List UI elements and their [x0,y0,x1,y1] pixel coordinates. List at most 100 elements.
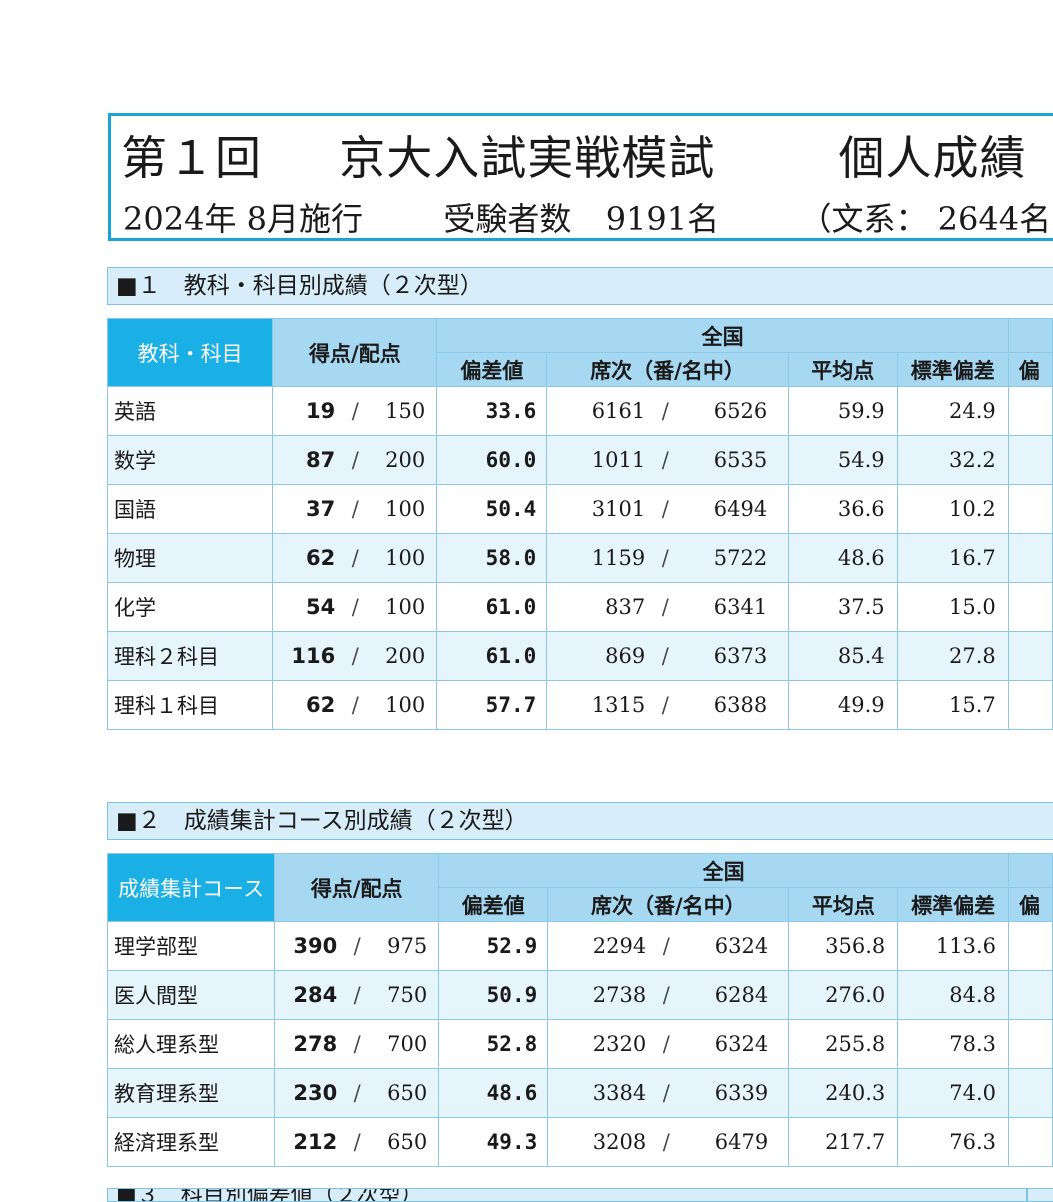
table-row: 国語 37 / 100 50.4 3101 / 6494 36.6 10.2 [106,484,1053,534]
row-name: 英語 [106,386,274,436]
row-average: 48.6 [787,533,898,583]
row-score: 278 / 700 [274,1019,440,1069]
row-name: 理学部型 [106,921,276,971]
rank-slash: / [661,497,669,521]
row-next-col [1007,435,1053,485]
score-value: 62 [306,546,336,570]
row-name: 理科２科目 [106,631,274,681]
score-slash: / [353,983,361,1007]
table-row: 医人間型 284 / 750 50.9 2738 / 6284 276.0 84.8 [106,970,1053,1020]
score-max: 100 [385,693,426,717]
row-next-col [1007,582,1053,632]
score-slash: / [351,644,359,668]
row-stddev: 15.0 [896,582,1009,632]
title-round: 第１回 [121,131,262,185]
score-slash: / [351,399,359,423]
score-slash: / [351,693,359,717]
score-max: 200 [385,448,426,472]
section2-title: ■２ 成績集計コース別成績（２次型） [116,808,528,834]
score-slash: / [351,497,359,521]
row-next-col [1008,921,1053,971]
section2-dev-header: 偏差値 [438,887,549,922]
section1-sd-header: 標準偏差 [896,352,1009,387]
row-next-col [1007,484,1053,534]
row-rank: 2738 / 6284 [547,970,790,1020]
row-score: 62 / 100 [272,680,438,730]
table-row: 理科２科目 116 / 200 61.0 869 / 6373 85.4 27.8 [106,631,1053,681]
rank-value: 3208 [592,1130,647,1154]
section2-rank-header: 席次（番/名中） [547,887,790,922]
row-score: 212 / 650 [274,1117,440,1167]
row-name: 物理 [106,533,274,583]
table-row: 数学 87 / 200 60.0 1011 / 6535 54.9 32.2 [106,435,1053,485]
rank-slash: / [661,595,669,619]
title-exam: 京大入試実戦模試 [339,131,716,185]
row-name: 理科１科目 [106,680,274,730]
row-average: 255.8 [788,1019,899,1069]
row-stddev: 84.8 [897,970,1009,1020]
section2-sd-header: 標準偏差 [897,887,1009,922]
row-rank: 869 / 6373 [546,631,789,681]
table-row: 総人理系型 278 / 700 52.8 2320 / 6324 255.8 78.3 [106,1019,1053,1069]
row-average: 356.8 [788,921,899,971]
row-deviation: 61.0 [436,631,548,681]
score-value: 212 [293,1130,338,1154]
row-deviation: 50.9 [438,970,549,1020]
score-value: 390 [293,934,338,958]
rank-value: 2738 [592,983,647,1007]
score-value: 230 [293,1081,338,1105]
score-max: 975 [387,934,428,958]
score-slash: / [353,1081,361,1105]
row-stddev: 10.2 [896,484,1009,534]
row-score: 19 / 150 [272,386,438,436]
row-rank: 1315 / 6388 [546,680,789,730]
score-max: 750 [387,983,428,1007]
row-name: 医人間型 [106,970,276,1020]
rank-total: 6373 [713,644,768,668]
section2-avg-header: 平均点 [788,887,899,922]
row-next-col [1008,1117,1053,1167]
rank-value: 2294 [592,934,647,958]
rank-total: 6284 [714,983,769,1007]
score-max: 650 [387,1081,428,1105]
report-title-box: 第１回 京大入試実戦模試 個人成績 2024年 8月施行 受験者数 9191名 … [108,113,1053,241]
rank-total: 5722 [713,546,768,570]
rank-value: 1159 [591,546,646,570]
table-row: 英語 19 / 150 33.6 6161 / 6526 59.9 24.9 [106,386,1053,436]
row-deviation: 58.0 [436,533,548,583]
rank-total: 6324 [714,934,769,958]
rank-value: 1011 [591,448,646,472]
section2-next-group-header [1008,853,1053,888]
section2-table: 成績集計コース 得点/配点 全国 偏差値 席次（番/名中） 平均点 標準偏差 偏… [106,853,1053,1167]
rank-total: 6479 [714,1130,769,1154]
row-average: 85.4 [787,631,898,681]
section2-cut-header: 偏 [1008,887,1053,922]
rank-total: 6324 [714,1032,769,1056]
rank-slash: / [661,448,669,472]
row-rank: 3208 / 6479 [547,1117,790,1167]
score-value: 54 [306,595,336,619]
table-row: 理学部型 390 / 975 52.9 2294 / 6324 356.8 113.6 [106,921,1053,971]
row-deviation: 48.6 [438,1068,549,1118]
row-stddev: 32.2 [896,435,1009,485]
score-max: 100 [385,546,426,570]
row-rank: 1159 / 5722 [546,533,789,583]
score-value: 62 [306,693,336,717]
section3-title: ■３ 科目別偏差値（２次型） [116,1188,423,1202]
row-name: 数学 [106,435,274,485]
row-average: 49.9 [787,680,898,730]
section2-corner-header: 成績集計コース [106,853,276,922]
section2-header: ■２ 成績集計コース別成績（２次型） [107,802,1053,840]
table-row: 物理 62 / 100 58.0 1159 / 5722 48.6 16.7 [106,533,1053,583]
row-name: 国語 [106,484,274,534]
row-average: 54.9 [787,435,898,485]
row-next-col [1007,631,1053,681]
score-value: 278 [293,1032,338,1056]
row-stddev: 76.3 [897,1117,1009,1167]
section2-national-header: 全国 [438,853,1009,888]
row-name: 総人理系型 [106,1019,276,1069]
row-score: 116 / 200 [272,631,438,681]
humanities-label: （文系： [799,200,928,238]
row-deviation: 33.6 [436,386,548,436]
row-deviation: 50.4 [436,484,548,534]
